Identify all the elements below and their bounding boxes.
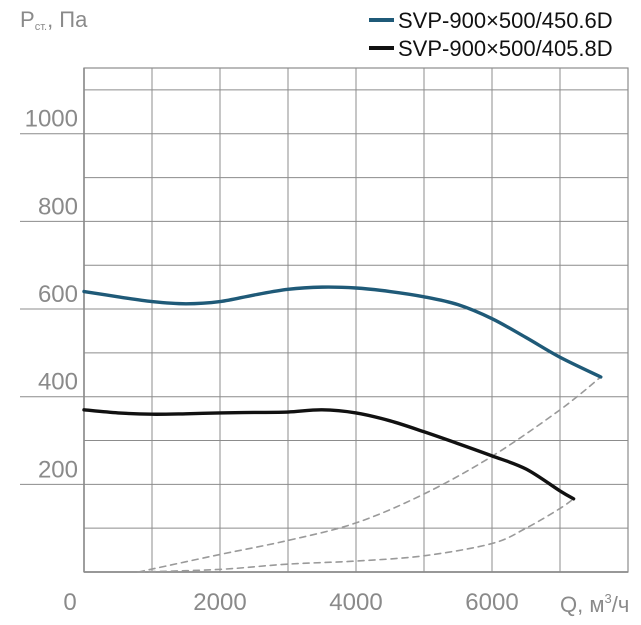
x-tick-label: 4000 xyxy=(329,589,382,616)
y-axis-label-main: P xyxy=(20,7,35,32)
series-line-1 xyxy=(82,285,603,379)
system-curve-4 xyxy=(137,498,575,573)
x-tick-label: 0 xyxy=(63,589,76,616)
legend-label-series-2: SVP-900×500/405.8D xyxy=(398,36,613,61)
x-tick-label: 6000 xyxy=(465,589,518,616)
legend: SVP-900×500/450.6D SVP-900×500/405.8D xyxy=(369,8,613,61)
y-axis-label: Pст., Па xyxy=(20,7,88,33)
system-curve-3 xyxy=(137,376,602,573)
y-tick-label: 400 xyxy=(38,369,78,396)
y-tick-label: 200 xyxy=(38,456,78,483)
y-tick-label: 800 xyxy=(38,193,78,220)
x-axis-label: Q, м3/ч xyxy=(560,591,629,617)
series-line-2 xyxy=(82,408,576,501)
tick-labels: 200 400 600 800 1000 0 2000 4000 6000 xyxy=(20,106,519,616)
series-lines xyxy=(82,285,603,573)
y-tick-label: 1000 xyxy=(25,106,78,133)
x-axis-label-tail: /ч xyxy=(612,592,630,617)
y-axis-label-unit: , Па xyxy=(47,7,88,32)
y-axis-label-sub: ст. xyxy=(35,21,47,33)
y-tick-label: 600 xyxy=(38,281,78,308)
grid xyxy=(83,67,629,573)
legend-label-series-1: SVP-900×500/450.6D xyxy=(398,8,613,33)
x-axis-label-main: Q, м xyxy=(560,592,604,617)
x-tick-label: 2000 xyxy=(193,589,246,616)
x-axis-label-sup: 3 xyxy=(604,591,611,606)
